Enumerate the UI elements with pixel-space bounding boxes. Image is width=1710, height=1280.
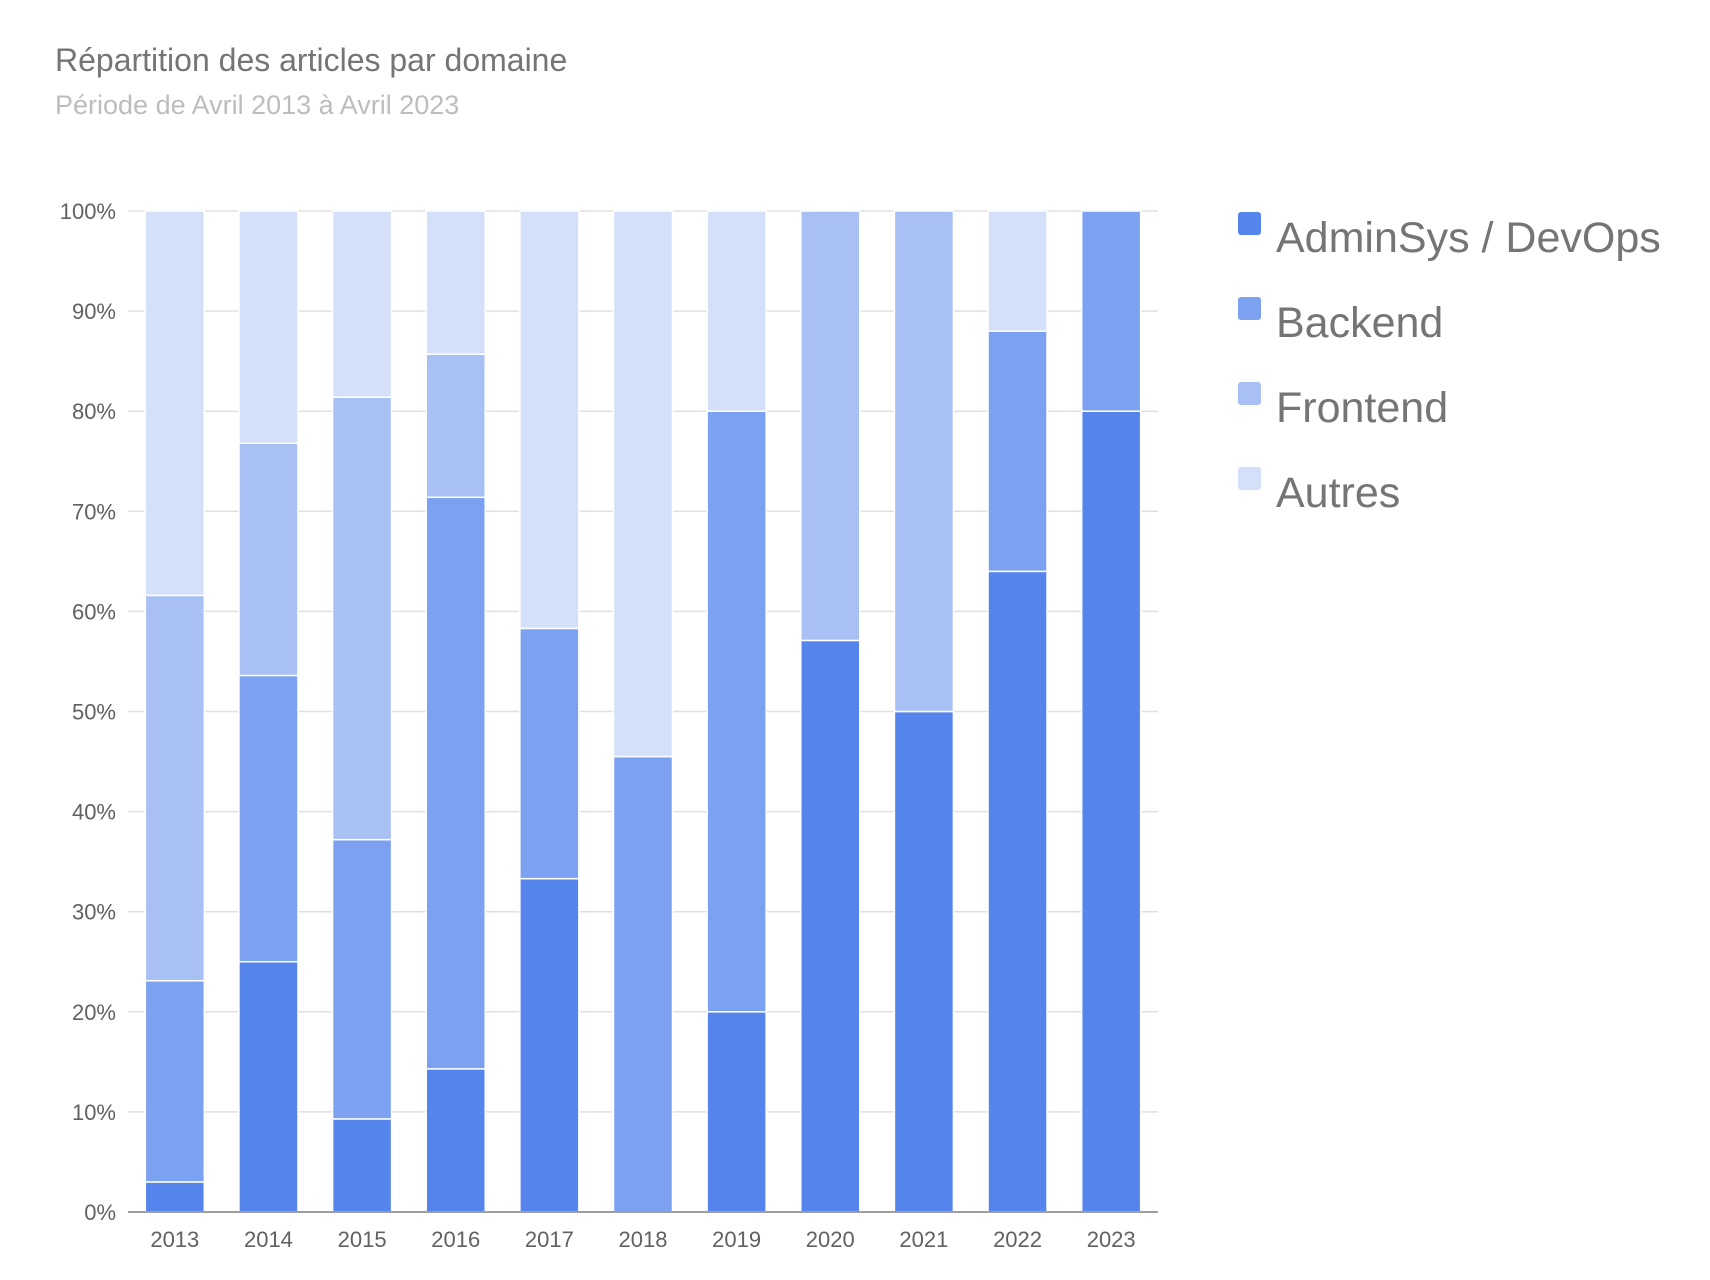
- x-tick-label: 2019: [712, 1227, 761, 1252]
- legend-swatch: [1238, 382, 1261, 405]
- bar-segment: [519, 627, 580, 880]
- bar-segment: [425, 210, 486, 355]
- x-tick-label: 2014: [244, 1227, 293, 1252]
- legend-label: Backend: [1276, 299, 1444, 347]
- y-tick-label: 30%: [72, 900, 116, 925]
- bar-segment: [331, 838, 393, 1120]
- bar-segment: [238, 210, 299, 444]
- legend: AdminSys / DevOps Backend Frontend Autres: [1238, 205, 1661, 545]
- y-tick-label: 10%: [72, 1100, 116, 1125]
- x-tick-label: 2017: [525, 1227, 574, 1252]
- bar-segment: [706, 210, 767, 412]
- legend-item: Frontend: [1238, 375, 1661, 460]
- bar-segment: [331, 1118, 393, 1213]
- chart-title: Répartition des articles par domaine: [55, 42, 568, 78]
- bar-segment: [238, 961, 299, 1213]
- bar-segment: [893, 210, 955, 713]
- legend-item: AdminSys / DevOps: [1238, 205, 1661, 290]
- x-tick-label: 2021: [899, 1227, 948, 1252]
- x-tick-label: 2022: [993, 1227, 1042, 1252]
- y-tick-label: 40%: [72, 800, 116, 825]
- axes: 0% 10% 20% 30% 40% 50% 60% 70% 80% 90% 100% 2013 201…: [60, 199, 1158, 1252]
- bar-segment: [800, 639, 861, 1213]
- y-tick-label: 0%: [84, 1200, 116, 1225]
- y-tick-label: 100%: [60, 199, 116, 224]
- bar-segment: [144, 594, 206, 982]
- bar-segment: [987, 570, 1048, 1213]
- bar-segment: [144, 210, 206, 597]
- legend-swatch: [1238, 297, 1261, 320]
- bar-segment: [612, 755, 674, 1213]
- bar-segment: [1080, 410, 1142, 1213]
- x-tick-label: 2015: [338, 1227, 387, 1252]
- bar-segment: [144, 1181, 206, 1213]
- bar-segment: [1080, 210, 1142, 412]
- bar-segment: [519, 877, 580, 1213]
- bar-segment: [425, 1068, 486, 1213]
- bar-segment: [425, 496, 486, 1070]
- legend-swatch: [1238, 212, 1261, 235]
- x-tick-label: 2016: [431, 1227, 480, 1252]
- bar-segment: [987, 330, 1048, 573]
- bar-segment: [987, 210, 1048, 332]
- bar-segment: [144, 980, 206, 1183]
- bar-segment: [706, 410, 767, 1013]
- x-tick-label: 2020: [806, 1227, 855, 1252]
- legend-label: Frontend: [1276, 384, 1449, 432]
- bar-segment: [800, 210, 861, 642]
- legend-label: Autres: [1276, 469, 1401, 517]
- y-tick-label: 70%: [72, 499, 116, 524]
- bar-segment: [893, 710, 955, 1213]
- bar-segment: [425, 353, 486, 499]
- legend-swatch: [1238, 467, 1261, 490]
- bar-segment: [706, 1011, 767, 1213]
- y-tick-label: 20%: [72, 1000, 116, 1025]
- y-tick-label: 50%: [72, 700, 116, 725]
- y-tick-label: 80%: [72, 399, 116, 424]
- y-tick-label: 60%: [72, 599, 116, 624]
- x-tick-label: 2013: [150, 1227, 199, 1252]
- legend-item: Backend: [1238, 290, 1661, 375]
- x-tick-label: 2023: [1087, 1227, 1136, 1252]
- chart-subtitle: Période de Avril 2013 à Avril 2023: [55, 90, 460, 120]
- y-tick-label: 90%: [72, 299, 116, 324]
- bars: [144, 210, 1142, 1213]
- bar-segment: [519, 210, 580, 630]
- bar-segment: [238, 674, 299, 963]
- bar-segment: [612, 210, 674, 758]
- bar-segment: [238, 442, 299, 677]
- legend-item: Autres: [1238, 460, 1661, 545]
- legend-label: AdminSys / DevOps: [1276, 214, 1661, 262]
- bar-segment: [331, 210, 393, 398]
- bar-segment: [331, 396, 393, 841]
- x-tick-label: 2018: [619, 1227, 668, 1252]
